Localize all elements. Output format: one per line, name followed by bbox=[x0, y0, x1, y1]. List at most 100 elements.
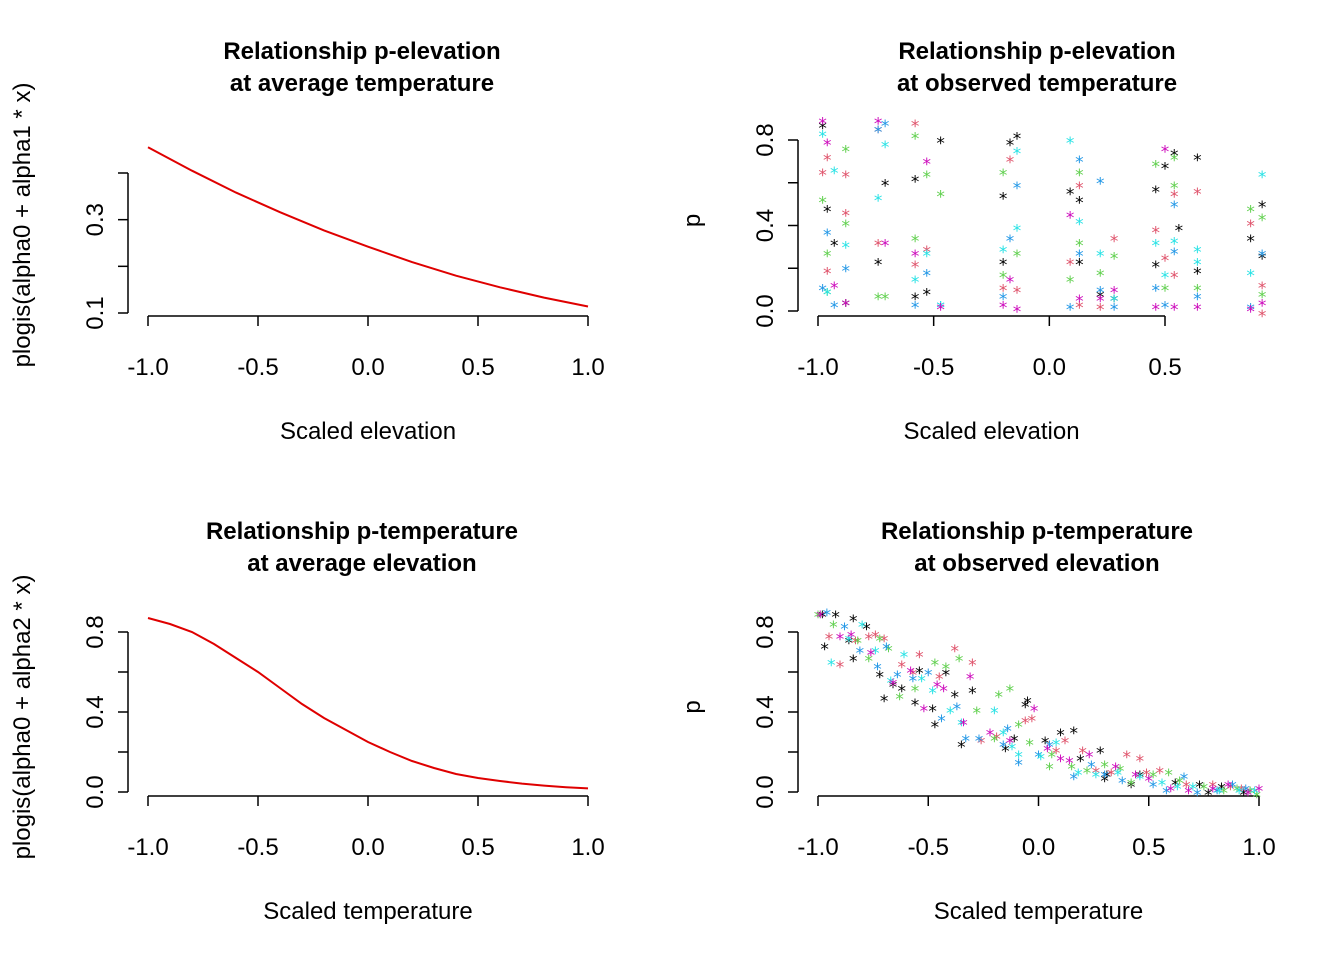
data-point: * bbox=[936, 298, 945, 318]
data-point: * bbox=[825, 630, 834, 650]
data-point: * bbox=[1021, 714, 1030, 734]
data-point: * bbox=[1193, 151, 1202, 171]
data-point: * bbox=[1030, 702, 1039, 722]
data-point: * bbox=[911, 117, 920, 137]
data-point: * bbox=[881, 290, 890, 310]
y-tick-label: 0.0 bbox=[82, 775, 109, 808]
data-point: * bbox=[1258, 211, 1267, 231]
data-point: * bbox=[1175, 222, 1184, 242]
x-tick-label: -0.5 bbox=[908, 834, 949, 861]
data-point: * bbox=[881, 236, 890, 256]
curve-line bbox=[147, 617, 589, 790]
data-point: * bbox=[990, 732, 999, 752]
y-tick-label: 0.4 bbox=[752, 695, 779, 728]
data-point: * bbox=[1258, 168, 1267, 188]
y-tick-label: 0.0 bbox=[752, 294, 779, 327]
data-point: * bbox=[1075, 247, 1084, 267]
data-point: * bbox=[1149, 778, 1158, 798]
data-point: * bbox=[1013, 303, 1022, 323]
panel-title-line: at average temperature bbox=[230, 70, 494, 97]
panel-title-line: Relationship p-elevation bbox=[898, 38, 1175, 65]
data-point: * bbox=[1075, 215, 1084, 235]
data-point: * bbox=[831, 608, 840, 628]
data-point: * bbox=[1193, 256, 1202, 276]
data-point: * bbox=[1246, 217, 1255, 237]
data-point: * bbox=[1066, 301, 1075, 321]
data-point: * bbox=[818, 127, 827, 147]
x-tick-label: -0.5 bbox=[237, 834, 278, 861]
data-point: * bbox=[842, 239, 851, 259]
data-point: * bbox=[874, 123, 883, 143]
data-point: * bbox=[1151, 258, 1160, 278]
data-point: * bbox=[1246, 301, 1255, 321]
data-point: * bbox=[1075, 292, 1084, 312]
data-point: * bbox=[922, 155, 931, 175]
data-point: * bbox=[1170, 234, 1179, 254]
data-point: * bbox=[1078, 744, 1087, 764]
data-point: * bbox=[1075, 298, 1084, 318]
data-point: * bbox=[1182, 778, 1191, 798]
x-tick-label: -0.5 bbox=[237, 354, 278, 381]
data-point: * bbox=[1006, 734, 1015, 754]
data-point: * bbox=[823, 286, 832, 306]
data-point: * bbox=[823, 226, 832, 246]
data-point: * bbox=[915, 648, 924, 668]
data-point: * bbox=[1151, 224, 1160, 244]
data-point: * bbox=[816, 608, 825, 628]
data-point: * bbox=[1175, 774, 1184, 794]
data-point: * bbox=[1107, 766, 1116, 786]
data-point: * bbox=[1006, 682, 1015, 702]
data-point: * bbox=[823, 151, 832, 171]
data-point: * bbox=[990, 704, 999, 724]
x-tick-label: -1.0 bbox=[797, 354, 838, 381]
data-point: * bbox=[1170, 198, 1179, 218]
data-point: * bbox=[1170, 301, 1179, 321]
data-point: * bbox=[845, 632, 854, 652]
data-point: * bbox=[842, 168, 851, 188]
x-tick-label: 0.5 bbox=[461, 834, 494, 861]
data-point: * bbox=[1170, 151, 1179, 171]
data-point: * bbox=[889, 678, 898, 698]
data-point: * bbox=[849, 652, 858, 672]
data-point: * bbox=[1171, 776, 1180, 796]
panel-title: Relationship p-elevation at average tempe… bbox=[223, 38, 500, 97]
data-point: * bbox=[924, 666, 933, 686]
data-point: * bbox=[1075, 194, 1084, 214]
data-point: * bbox=[1111, 760, 1120, 780]
data-point: * bbox=[849, 612, 858, 632]
panel-title-line: Relationship p-temperature bbox=[881, 518, 1193, 545]
data-point: * bbox=[936, 134, 945, 154]
data-point: * bbox=[975, 732, 984, 752]
data-point: * bbox=[1034, 748, 1043, 768]
data-point: * bbox=[842, 217, 851, 237]
data-point: * bbox=[1170, 147, 1179, 167]
data-point: * bbox=[1085, 748, 1094, 768]
data-point: * bbox=[906, 664, 915, 684]
data-point: * bbox=[911, 232, 920, 252]
data-point: * bbox=[1100, 772, 1109, 792]
data-point: * bbox=[1156, 764, 1165, 784]
x-tick-label: 1.0 bbox=[571, 354, 604, 381]
data-point: * bbox=[1110, 292, 1119, 312]
data-point: * bbox=[856, 644, 865, 664]
data-point: * bbox=[1114, 766, 1123, 786]
data-point: * bbox=[1145, 772, 1154, 792]
data-point: * bbox=[1208, 782, 1217, 802]
data-point: * bbox=[1258, 249, 1267, 269]
data-point: * bbox=[922, 247, 931, 267]
data-point: * bbox=[1131, 768, 1140, 788]
data-point: * bbox=[1013, 130, 1022, 150]
data-point: * bbox=[823, 606, 832, 626]
data-point: * bbox=[1083, 764, 1092, 784]
data-point: * bbox=[1028, 712, 1037, 732]
data-point: * bbox=[1161, 281, 1170, 301]
data-point: * bbox=[864, 630, 873, 650]
data-point: * bbox=[880, 692, 889, 712]
data-point: * bbox=[1065, 754, 1074, 774]
data-point: * bbox=[1237, 782, 1246, 802]
data-point: * bbox=[871, 644, 880, 664]
data-point: * bbox=[911, 273, 920, 293]
data-point: * bbox=[814, 608, 823, 628]
data-point: * bbox=[961, 732, 970, 752]
data-point: * bbox=[1110, 232, 1119, 252]
